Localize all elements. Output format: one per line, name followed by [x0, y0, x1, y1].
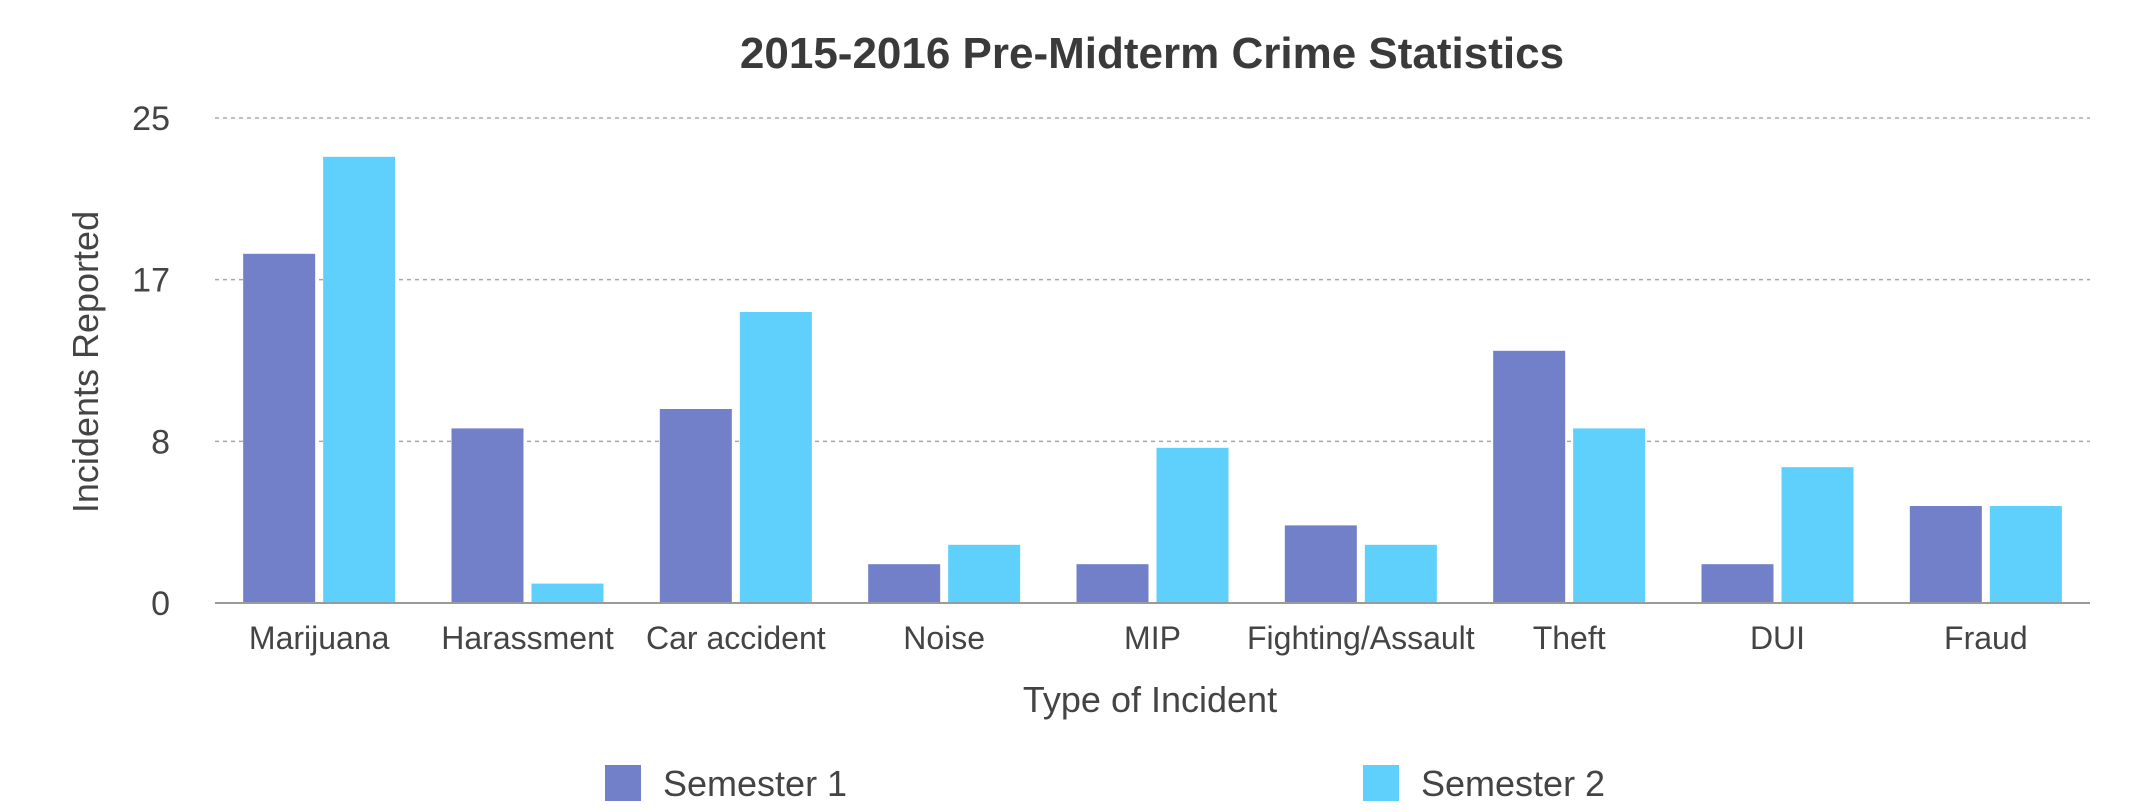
bar-semester-1-car-accident — [659, 409, 732, 603]
bar-semester-1-theft — [1493, 350, 1566, 603]
bar-semester-2-car-accident — [739, 312, 812, 603]
bar-semester-2-marijuana — [323, 156, 396, 604]
x-category-label: DUI — [1750, 620, 1805, 656]
x-category-label: Marijuana — [249, 620, 390, 656]
x-category-label: Theft — [1533, 620, 1606, 656]
gridlines — [215, 117, 2090, 443]
x-category-label: Noise — [903, 620, 985, 656]
x-category-label: MIP — [1124, 620, 1181, 656]
y-axis-ticks: 0 8 17 25 — [132, 100, 170, 623]
bar-semester-2-fighting-assault — [1364, 544, 1437, 603]
bar-semester-1-mip — [1076, 564, 1149, 603]
legend-swatch — [1363, 765, 1399, 801]
bar-semester-1-dui — [1701, 564, 1774, 603]
bar-semester-1-harassment — [451, 428, 524, 603]
x-category-label: Fraud — [1944, 620, 2028, 656]
legend-swatch — [605, 765, 641, 801]
y-tick-label: 8 — [151, 423, 170, 461]
bar-semester-2-dui — [1781, 467, 1854, 603]
x-axis-categories: Marijuana Harassment Car accident Noise MIP F… — [249, 620, 2028, 656]
y-tick-label: 17 — [132, 262, 170, 300]
bar-semester-2-noise — [948, 544, 1021, 603]
x-category-label: Fighting/Assault — [1247, 620, 1475, 656]
bar-semester-1-marijuana — [243, 253, 316, 604]
x-category-label: Harassment — [441, 620, 614, 656]
legend-label: Semester 1 — [663, 763, 847, 804]
bar-semester-1-fighting-assault — [1284, 525, 1357, 603]
bar-semester-2-harassment — [531, 583, 604, 603]
chart-title: 2015-2016 Pre-Midterm Crime Statistics — [740, 29, 1564, 78]
bar-semester-2-fraud — [1989, 506, 2062, 603]
bar-semester-2-theft — [1573, 428, 1646, 603]
bar-semester-1-noise — [868, 564, 941, 603]
x-axis-title: Type of Incident — [1023, 679, 1277, 720]
legend: Semester 1 Semester 2 — [605, 763, 1605, 804]
y-axis-title: Incidents Reported — [65, 211, 106, 513]
y-tick-label: 25 — [132, 100, 170, 138]
bar-semester-1-fraud — [1909, 506, 1982, 603]
bars — [243, 156, 2062, 604]
y-tick-label: 0 — [151, 585, 170, 623]
bar-semester-2-mip — [1156, 447, 1229, 603]
x-category-label: Car accident — [646, 620, 826, 656]
legend-label: Semester 2 — [1421, 763, 1605, 804]
